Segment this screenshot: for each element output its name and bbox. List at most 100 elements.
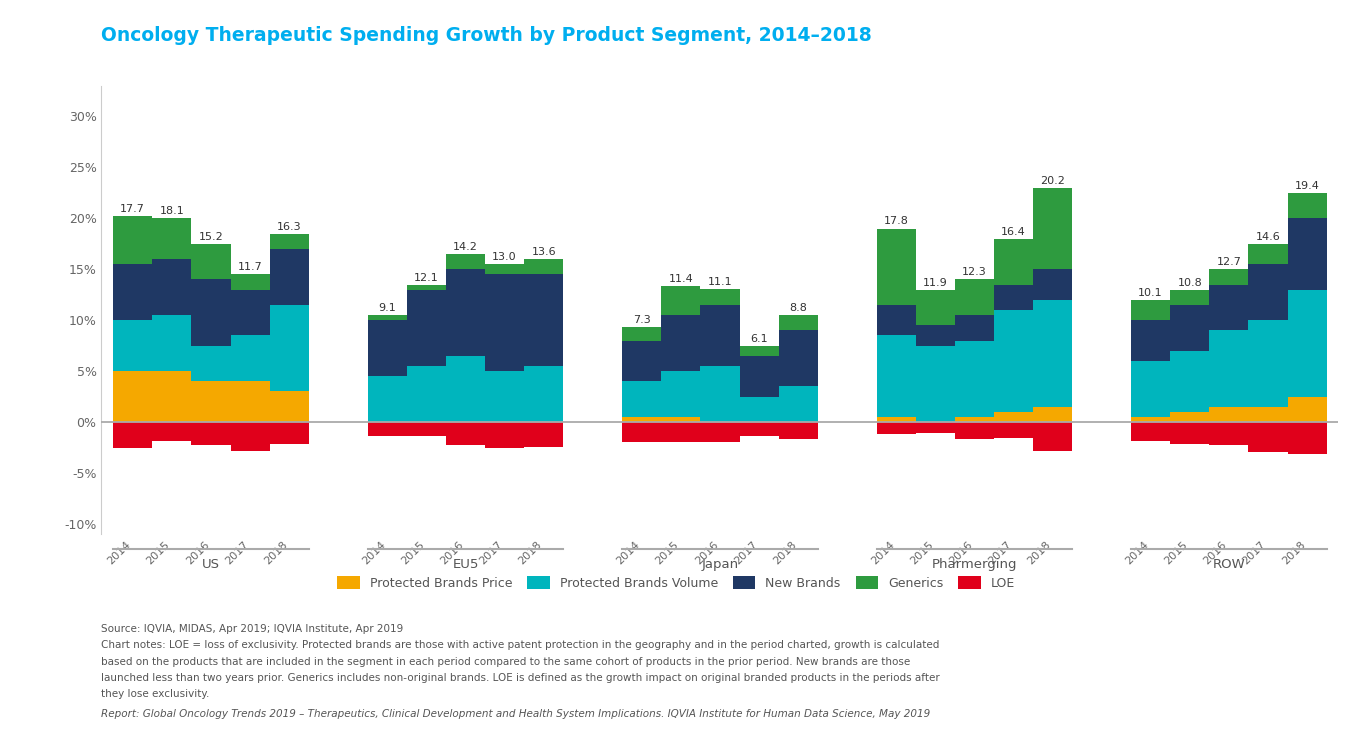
Bar [446,356,485,422]
Bar [1033,422,1072,450]
Text: launched less than two years prior. Generics includes non-original brands. LOE i: launched less than two years prior. Gene… [101,673,940,683]
Bar [622,381,661,417]
Bar [1132,417,1169,422]
Text: 9.1: 9.1 [379,303,396,313]
Text: 19.4: 19.4 [1295,181,1320,190]
Bar [955,341,994,417]
Bar [1132,300,1169,320]
Bar [525,274,564,366]
Bar [1209,330,1248,407]
Bar [876,229,915,305]
Bar [1169,351,1209,412]
Text: 16.3: 16.3 [277,222,301,232]
Bar [1209,422,1248,445]
Text: 12.3: 12.3 [963,267,987,277]
Bar [779,422,818,439]
Text: 14.6: 14.6 [1256,232,1280,242]
Bar [446,254,485,269]
Bar [1132,361,1169,417]
Bar [994,422,1033,438]
Bar [192,346,231,381]
Bar [661,422,700,442]
Bar [700,288,740,305]
Bar [1209,285,1248,330]
Bar [114,217,153,264]
Bar [114,320,153,371]
Bar [231,335,270,381]
Bar [915,346,955,422]
Bar [231,290,270,335]
Text: Japan: Japan [702,557,738,571]
Text: 11.7: 11.7 [238,262,262,273]
Bar [955,417,994,422]
Bar [1132,422,1169,441]
Bar [661,417,700,422]
Text: ROW: ROW [1213,557,1245,571]
Bar [153,259,192,315]
Text: 14.2: 14.2 [453,242,477,252]
Bar [740,356,779,397]
Text: 7.3: 7.3 [633,315,650,325]
Bar [876,335,915,417]
Bar [192,422,231,445]
Bar [876,422,915,434]
Bar [661,371,700,417]
Text: 10.8: 10.8 [1178,278,1202,288]
Bar [915,325,955,346]
Bar [1287,397,1326,422]
Bar [1033,300,1072,407]
Bar [368,422,407,436]
Bar [153,315,192,371]
Text: 8.8: 8.8 [790,303,807,313]
Bar [700,305,740,366]
Bar [1248,422,1287,452]
Text: Chart notes: LOE = loss of exclusivity. Protected brands are those with active p: Chart notes: LOE = loss of exclusivity. … [101,640,940,650]
Text: 13.0: 13.0 [492,252,516,262]
Bar [270,234,308,249]
Bar [1209,407,1248,422]
Bar [915,422,955,433]
Bar [915,290,955,325]
Bar [485,422,525,447]
Legend: Protected Brands Price, Protected Brands Volume, New Brands, Generics, LOE: Protected Brands Price, Protected Brands… [333,571,1019,595]
Bar [740,397,779,422]
Text: 18.1: 18.1 [160,206,184,217]
Text: 15.2: 15.2 [199,232,223,242]
Text: 17.7: 17.7 [120,204,145,214]
Text: EU5: EU5 [453,557,479,571]
Bar [1169,290,1209,305]
Bar [270,422,308,444]
Bar [1248,264,1287,320]
Bar [622,327,661,341]
Bar [270,391,308,422]
Bar [955,315,994,341]
Bar [1287,193,1326,218]
Bar [1209,269,1248,285]
Bar [740,422,779,436]
Bar [1033,269,1072,300]
Bar [407,285,446,290]
Text: Oncology Therapeutic Spending Growth by Product Segment, 2014–2018: Oncology Therapeutic Spending Growth by … [101,26,872,45]
Bar [485,264,525,274]
Bar [1169,305,1209,351]
Bar [622,341,661,381]
Bar [114,422,153,447]
Bar [270,305,308,391]
Text: 13.6: 13.6 [531,247,556,257]
Bar [192,279,231,346]
Bar [1132,320,1169,361]
Bar [622,422,661,442]
Bar [368,315,407,320]
Text: based on the products that are included in the segment in each period compared t: based on the products that are included … [101,657,911,666]
Bar [485,274,525,371]
Bar [407,290,446,366]
Text: 20.2: 20.2 [1040,176,1065,186]
Text: 11.1: 11.1 [707,276,733,287]
Text: Pharmerging: Pharmerging [932,557,1017,571]
Bar [779,386,818,422]
Bar [955,279,994,315]
Bar [525,366,564,422]
Bar [446,269,485,356]
Text: 11.9: 11.9 [923,278,948,288]
Bar [1287,422,1326,453]
